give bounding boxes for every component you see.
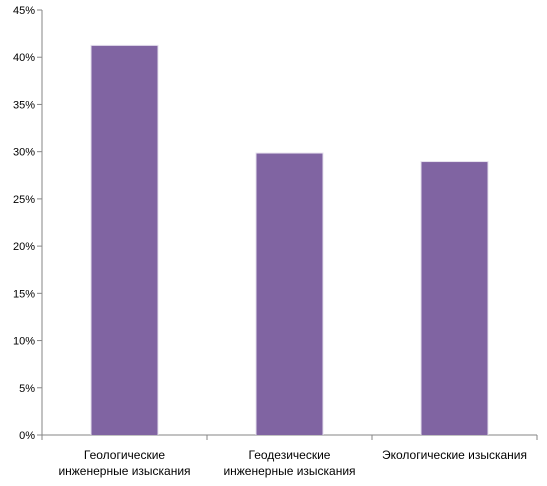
y-tick-label: 40% — [13, 52, 35, 64]
y-tick-label: 30% — [13, 147, 35, 159]
x-axis-ticks — [41, 435, 538, 440]
y-tick-label: 35% — [13, 99, 35, 111]
bar — [256, 153, 323, 436]
x-category-label-line: Геодезические — [249, 448, 331, 462]
bar — [421, 162, 488, 436]
y-tick-label: 5% — [19, 383, 35, 395]
y-tick-label: 25% — [13, 194, 35, 206]
x-category-label-line: Экологические изыскания — [382, 448, 527, 462]
x-category-label: Геологические инженерные изыскания — [58, 448, 190, 478]
x-axis-labels: Геологические инженерные изысканияГеодези… — [58, 448, 527, 478]
y-tick-label: 20% — [13, 241, 35, 253]
bar-series — [90, 44, 489, 436]
x-category-label: Геодезические инженерные изыскания — [223, 448, 355, 478]
x-category-label-line: инженерные изыскания — [223, 464, 355, 478]
y-tick-label: 0% — [19, 430, 35, 442]
bar — [91, 45, 158, 436]
x-category-label-line: инженерные изыскания — [58, 464, 190, 478]
y-tick-label: 10% — [13, 336, 35, 348]
y-tick-label: 45% — [13, 5, 35, 17]
y-axis-ticks: 0% 5% 10% 15% 20% 25% 30% 35% 40% 45% — [13, 5, 42, 442]
y-tick-label: 15% — [13, 288, 35, 300]
x-category-label-line: Геологические — [84, 448, 166, 462]
x-category-label: Экологические изыскания — [382, 448, 527, 462]
